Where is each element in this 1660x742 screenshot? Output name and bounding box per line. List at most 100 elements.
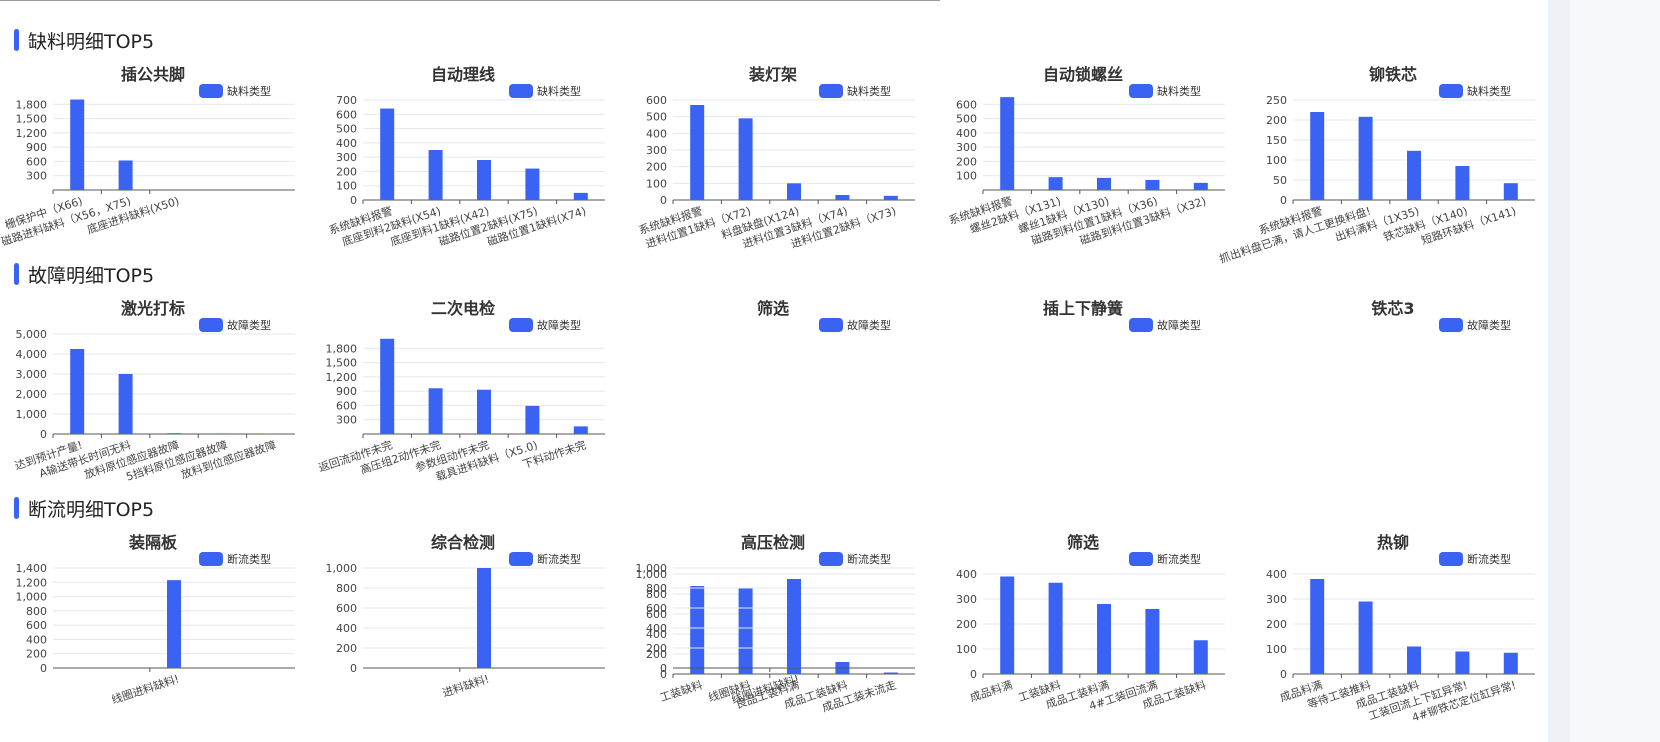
legend-swatch[interactable] [819,84,843,98]
bar[interactable] [1193,182,1208,190]
bar[interactable] [883,195,898,200]
y-tick-label: 1,800 [326,342,358,355]
bar[interactable] [1000,97,1015,190]
vertical-scrollbar[interactable] [1548,0,1570,742]
section-title-text: 缺料明细TOP5 [28,30,155,53]
legend-swatch[interactable] [199,552,223,566]
bar[interactable] [787,579,801,668]
legend-label: 故障类型 [1157,318,1201,332]
bar[interactable] [118,160,133,190]
bar[interactable] [1000,576,1015,675]
y-tick-label: 200 [646,648,667,661]
y-tick-label: 100 [956,643,977,656]
legend-label: 故障类型 [227,318,271,332]
y-tick-label: 100 [956,170,977,183]
chart-title: 综合检测 [431,533,495,552]
y-tick-label: 800 [646,588,667,601]
bar[interactable] [118,374,133,434]
bar[interactable] [1358,601,1373,675]
y-tick-label: 3,000 [16,368,48,381]
y-tick-label: 1,500 [326,357,358,370]
section-title-cutoff: 断流明细TOP5 [14,496,154,521]
bar[interactable] [1503,652,1518,674]
bar[interactable] [1097,177,1111,190]
bar[interactable] [167,580,181,668]
bar[interactable] [1145,609,1160,674]
bar[interactable] [1503,183,1518,200]
legend-swatch[interactable] [1439,318,1463,332]
bar[interactable] [1407,150,1421,200]
bar[interactable] [1310,112,1325,200]
bar[interactable] [380,108,395,200]
bar[interactable] [787,183,801,200]
bar[interactable] [1407,646,1421,675]
section-title-text: 故障明细TOP5 [28,264,155,287]
y-tick-label: 800 [646,582,667,595]
bar[interactable] [477,160,491,200]
bar[interactable] [1145,180,1160,190]
legend-swatch[interactable] [1129,552,1153,566]
bar[interactable] [167,433,181,434]
legend-swatch[interactable] [199,318,223,332]
bar[interactable] [1310,579,1325,674]
bar[interactable] [525,168,540,200]
chart-title: 插上下静簧 [1043,299,1123,318]
bar-chart-1: 自动理线缺料类型0100200300400500600700系统缺料报警底座到料… [327,65,605,249]
section-title-shortage: 缺料明细TOP5 [14,28,155,53]
y-tick-label: 1,000 [16,408,48,421]
legend-swatch[interactable] [509,552,533,566]
y-tick-label: 1,000 [326,562,358,575]
legend-swatch[interactable] [1129,84,1153,98]
bar[interactable] [525,405,540,434]
legend-label: 断流类型 [847,552,891,566]
y-tick-label: 0 [350,662,357,675]
y-tick-label: 500 [646,111,667,124]
bar[interactable] [1455,166,1470,200]
bar[interactable] [738,118,753,200]
y-tick-label: 1,000 [636,568,668,581]
y-tick-label: 250 [1266,94,1287,107]
y-tick-label: 0 [1280,668,1287,681]
legend-swatch[interactable] [819,318,843,332]
bar[interactable] [477,568,491,668]
legend-label: 故障类型 [1467,318,1511,332]
y-tick-label: 1,200 [16,576,48,589]
chart-title: 筛选 [1067,533,1099,552]
bar[interactable] [835,195,850,200]
bar[interactable] [380,338,395,434]
y-tick-label: 600 [26,619,47,632]
bar[interactable] [1048,582,1063,674]
legend-swatch[interactable] [819,552,843,566]
bar[interactable] [1358,116,1373,200]
bar[interactable] [1455,651,1470,675]
bar[interactable] [573,426,588,434]
y-tick-label: 1,500 [16,113,48,126]
legend-swatch[interactable] [1439,552,1463,566]
bar[interactable] [1097,604,1111,674]
legend-swatch[interactable] [1439,84,1463,98]
bar[interactable] [70,349,85,434]
y-tick-label: 400 [26,633,47,646]
y-tick-label: 1,800 [16,98,48,111]
bar[interactable] [428,150,443,200]
legend-swatch[interactable] [509,318,533,332]
bar-chart-0: 插公共脚缺料类型3006009001,2001,5001,800栅保护中（X66… [0,65,295,249]
legend-label: 缺料类型 [537,84,581,98]
bar[interactable] [738,588,753,674]
legend-swatch[interactable] [199,84,223,98]
legend-swatch[interactable] [1129,318,1153,332]
bar[interactable] [690,105,705,200]
bar[interactable] [1193,640,1208,674]
y-tick-label: 150 [1266,134,1287,147]
bar[interactable] [215,433,230,434]
bar[interactable] [428,388,443,434]
y-tick-label: 300 [646,144,667,157]
bar[interactable] [883,672,898,675]
bar[interactable] [1048,177,1063,190]
bar[interactable] [573,192,588,200]
bar[interactable] [477,389,491,434]
bar[interactable] [70,99,85,190]
legend-swatch[interactable] [509,84,533,98]
